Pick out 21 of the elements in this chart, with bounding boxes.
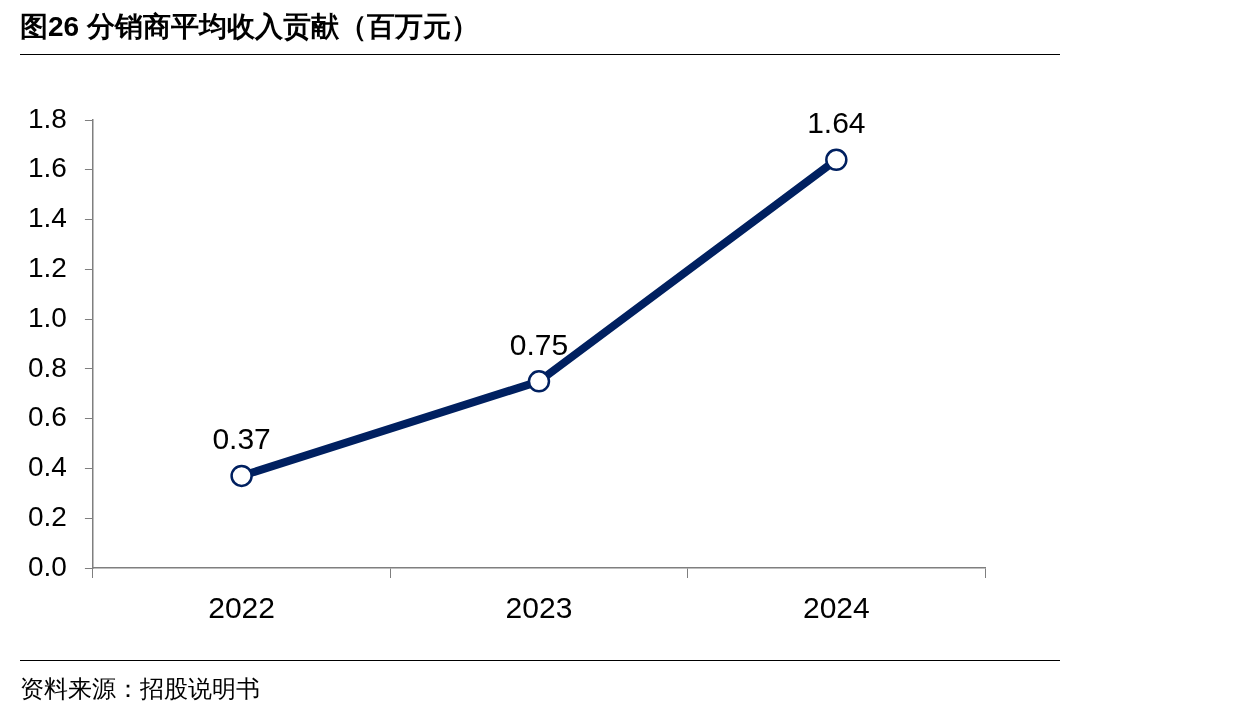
y-tick-label: 0.8 [27,351,67,383]
y-tick-label: 1.2 [27,252,67,284]
chart-title: 图26 分销商平均收入贡献（百万元） [20,11,479,42]
point [527,370,551,393]
y-tick-label: 1.6 [27,152,67,184]
point [825,148,848,172]
y-tick-label: 0.2 [27,500,67,532]
y-tick-label: 1.4 [27,202,67,234]
x-tick-label: 2023 [505,591,573,625]
data-label: 0.75 [509,327,569,361]
point [230,464,253,488]
y-tick-label: 1.8 [27,102,67,134]
y-tick-label: 0.6 [27,401,67,433]
data-label: 0.37 [212,422,271,456]
y-tick-label: 0.0 [27,550,67,582]
text: 资料来源：招股说明书 [20,674,261,704]
y-tick-label: 1.0 [27,301,67,333]
x-tick-label: 2022 [208,591,275,625]
y-tick-label: 0.4 [27,451,67,483]
x-tick-label: 2024 [802,591,870,625]
data-label: 1.64 [807,106,866,140]
